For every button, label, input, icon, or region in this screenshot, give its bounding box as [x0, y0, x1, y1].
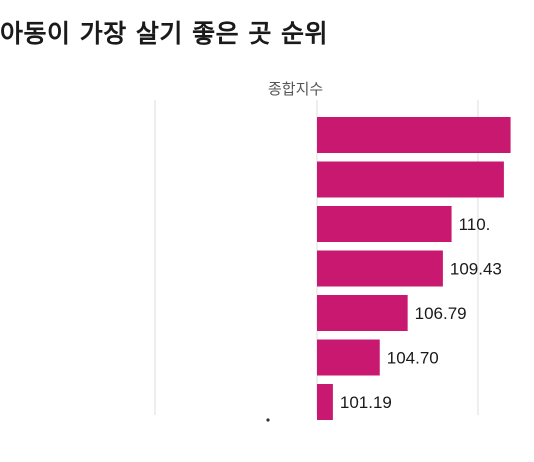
- bar-1: [317, 117, 511, 153]
- bar-2: [317, 161, 504, 198]
- chart-title: 아동이 가장 살기 좋은 곳 순위: [0, 19, 329, 48]
- bar-value-label-5: 106.79: [415, 304, 467, 323]
- bar-value-label-6: 104.70: [387, 349, 439, 368]
- bar-7: [317, 384, 333, 420]
- bar-value-label-3: 110.: [459, 215, 491, 234]
- bar-4: [317, 250, 443, 287]
- bar-3: [317, 206, 452, 242]
- marker-dot: [266, 418, 270, 422]
- bar-6: [317, 339, 380, 376]
- bar-5: [317, 295, 408, 331]
- axis-label-x: 종합지수: [268, 80, 324, 98]
- bar-value-label-7: 101.19: [340, 393, 392, 412]
- bar-value-label-4: 109.43: [450, 260, 502, 279]
